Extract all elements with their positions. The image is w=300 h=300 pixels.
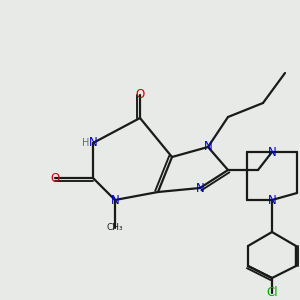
Text: N: N — [268, 194, 276, 206]
Text: O: O — [135, 88, 145, 101]
Text: N: N — [204, 140, 212, 154]
Text: Cl: Cl — [266, 286, 278, 299]
Text: O: O — [50, 172, 60, 184]
Text: H: H — [82, 138, 89, 148]
Text: N: N — [111, 194, 119, 206]
Text: N: N — [196, 182, 204, 194]
Text: N: N — [268, 146, 276, 158]
Text: N: N — [88, 136, 98, 149]
Text: CH₃: CH₃ — [107, 224, 123, 232]
